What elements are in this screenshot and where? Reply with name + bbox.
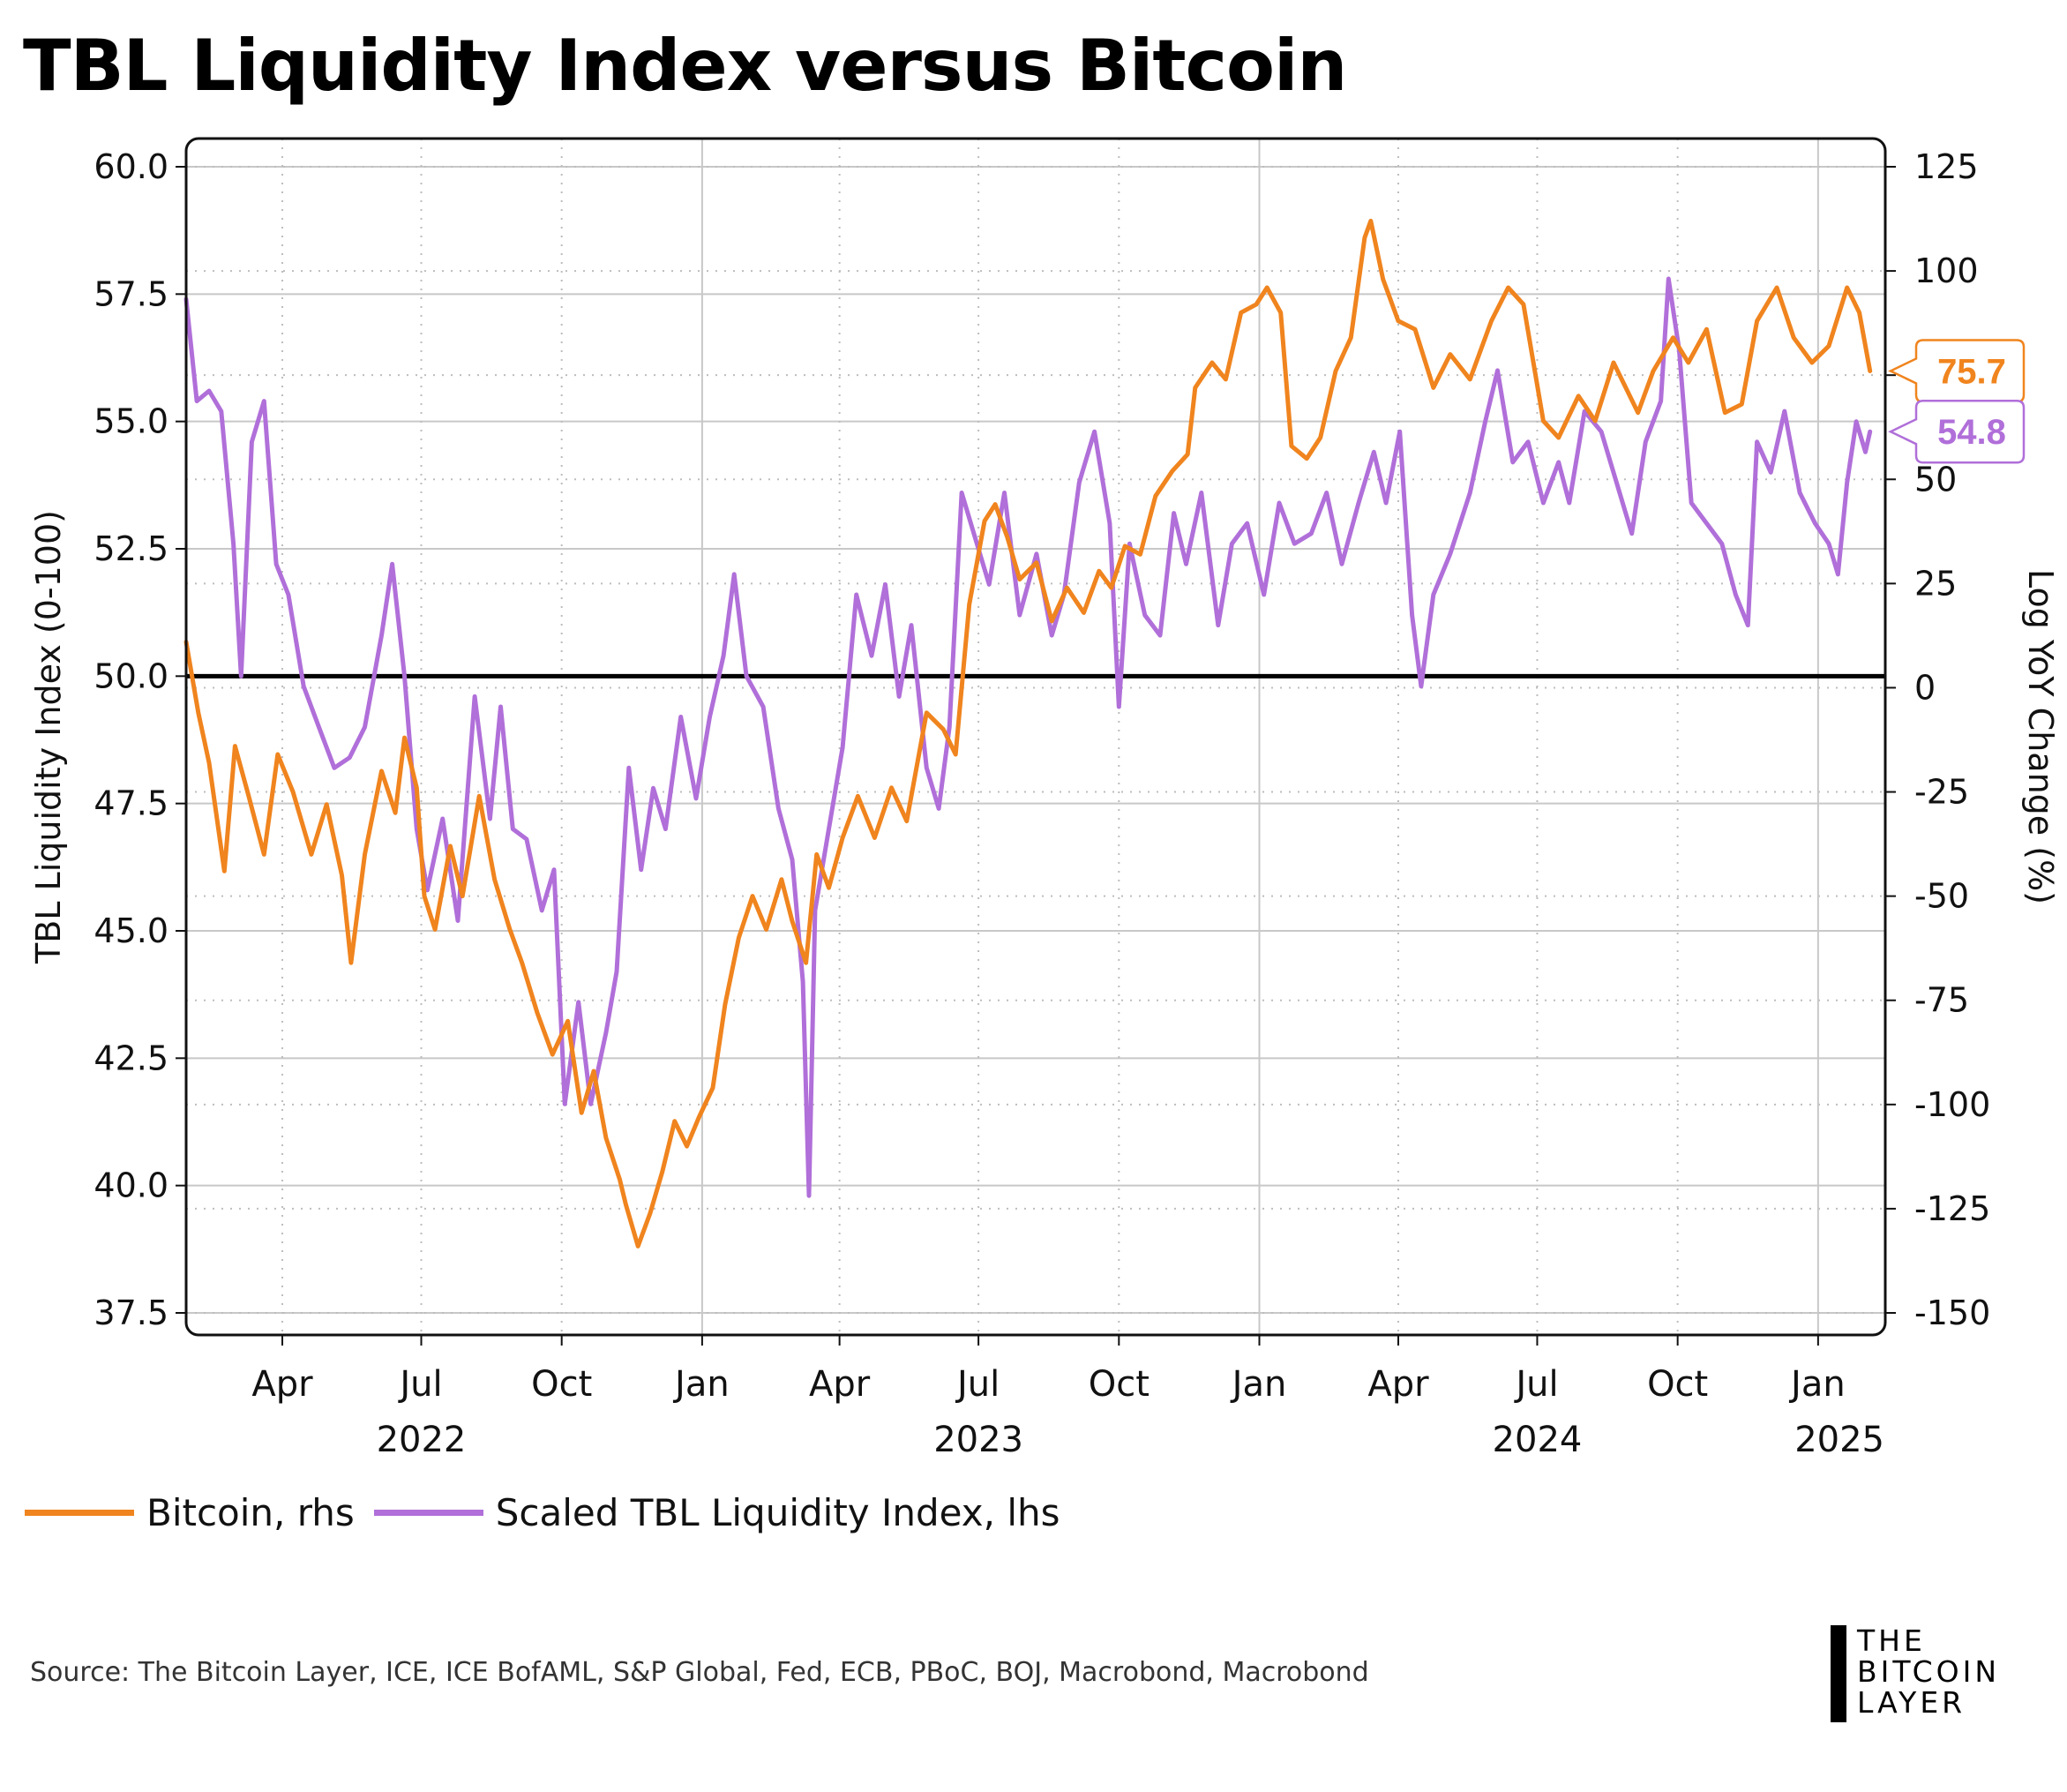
source-note: Source: The Bitcoin Layer, ICE, ICE BofA… [30,1657,1369,1688]
tick-label-right: 25 [1914,564,1957,603]
tick-label-left: 57.5 [94,274,169,313]
tick-label-left: 60.0 [94,147,169,186]
tick-label-x: Jul [1513,1364,1558,1405]
tick-label-right: -125 [1914,1189,1990,1228]
tick-label-right: -75 [1914,981,1969,1020]
year-label-x: 2022 [377,1420,467,1460]
tick-label-x: Oct [531,1364,592,1405]
logo-wordmark: THE BITCOIN LAYER [1857,1625,2000,1722]
y-axis-label-right: Log YoY Change (%) [2021,569,2060,904]
year-label-x: 2023 [933,1420,1023,1460]
bitcoin-last-value-label: 75.7 [1937,352,2006,391]
legend-swatch-bitcoin [25,1510,134,1516]
tick-label-right: -100 [1914,1085,1990,1124]
legend: Bitcoin, rhs Scaled TBL Liquidity Index,… [25,1491,1080,1534]
tick-label-x: Jan [1230,1364,1287,1405]
tick-label-x: Oct [1647,1364,1708,1405]
chart-title: TBL Liquidity Index versus Bitcoin [23,25,1347,107]
tick-label-left: 40.0 [94,1166,169,1205]
plot-frame [184,137,1887,1337]
tick-label-x: Jan [672,1364,730,1405]
logo-line-2: BITCOIN [1857,1654,2001,1689]
tick-label-x: Apr [809,1364,871,1405]
legend-label-liquidity: Scaled TBL Liquidity Index, lhs [495,1491,1060,1534]
liquidity-index-line [183,276,1873,1198]
logo-line-1: THE [1857,1623,1926,1658]
tick-label-left: 50.0 [94,656,169,695]
tick-label-x: Jul [955,1364,1000,1405]
axis-layer: 60.0 57.5 55.0 52.5 50.0 47.5 45.0 42.5 40.0 37.5… [94,147,1990,1460]
liquidity-last-value-box [1888,399,2026,464]
tick-label-x: Jul [397,1364,442,1405]
the-bitcoin-layer-logo: THE BITCOIN LAYER [1831,1625,2000,1722]
tick-label-left: 37.5 [94,1293,169,1332]
tick-label-right: -50 [1914,877,1969,916]
logo-line-3: LAYER [1857,1685,1966,1720]
tick-label-x: Oct [1089,1364,1150,1405]
tick-label-x: Jan [1788,1364,1846,1405]
tick-label-left: 52.5 [94,529,169,568]
tick-label-left: 42.5 [94,1038,169,1077]
y-axis-label-left: TBL Liquidity Index (0-100) [29,510,68,964]
legend-item-liquidity: Scaled TBL Liquidity Index, lhs [373,1491,1060,1534]
liquidity-last-value-label: 54.8 [1937,413,2006,452]
tick-label-right: 100 [1914,251,1979,290]
tick-label-left: 55.0 [94,402,169,441]
tick-label-left: 45.0 [94,911,169,950]
legend-item-bitcoin: Bitcoin, rhs [25,1491,355,1534]
callout-layer: 75.7 54.8 [1888,339,2026,464]
tick-label-right: 0 [1914,668,1936,707]
tick-label-right: 50 [1914,460,1957,499]
tick-label-x: Apr [1367,1364,1429,1405]
year-label-x: 2025 [1794,1420,1884,1460]
grid-layer [186,139,1885,1335]
tick-label-x: Apr [251,1364,313,1405]
legend-swatch-liquidity [373,1510,483,1516]
bitcoin-line [183,218,1873,1248]
tick-label-right: -25 [1914,773,1969,812]
tick-label-right: -150 [1914,1293,1990,1332]
year-label-x: 2024 [1493,1420,1583,1460]
series-layer [183,218,1885,1248]
logo-bar [1831,1625,1846,1722]
tick-label-right: 125 [1914,147,1979,186]
legend-label-bitcoin: Bitcoin, rhs [146,1491,355,1534]
tick-label-left: 47.5 [94,784,169,823]
